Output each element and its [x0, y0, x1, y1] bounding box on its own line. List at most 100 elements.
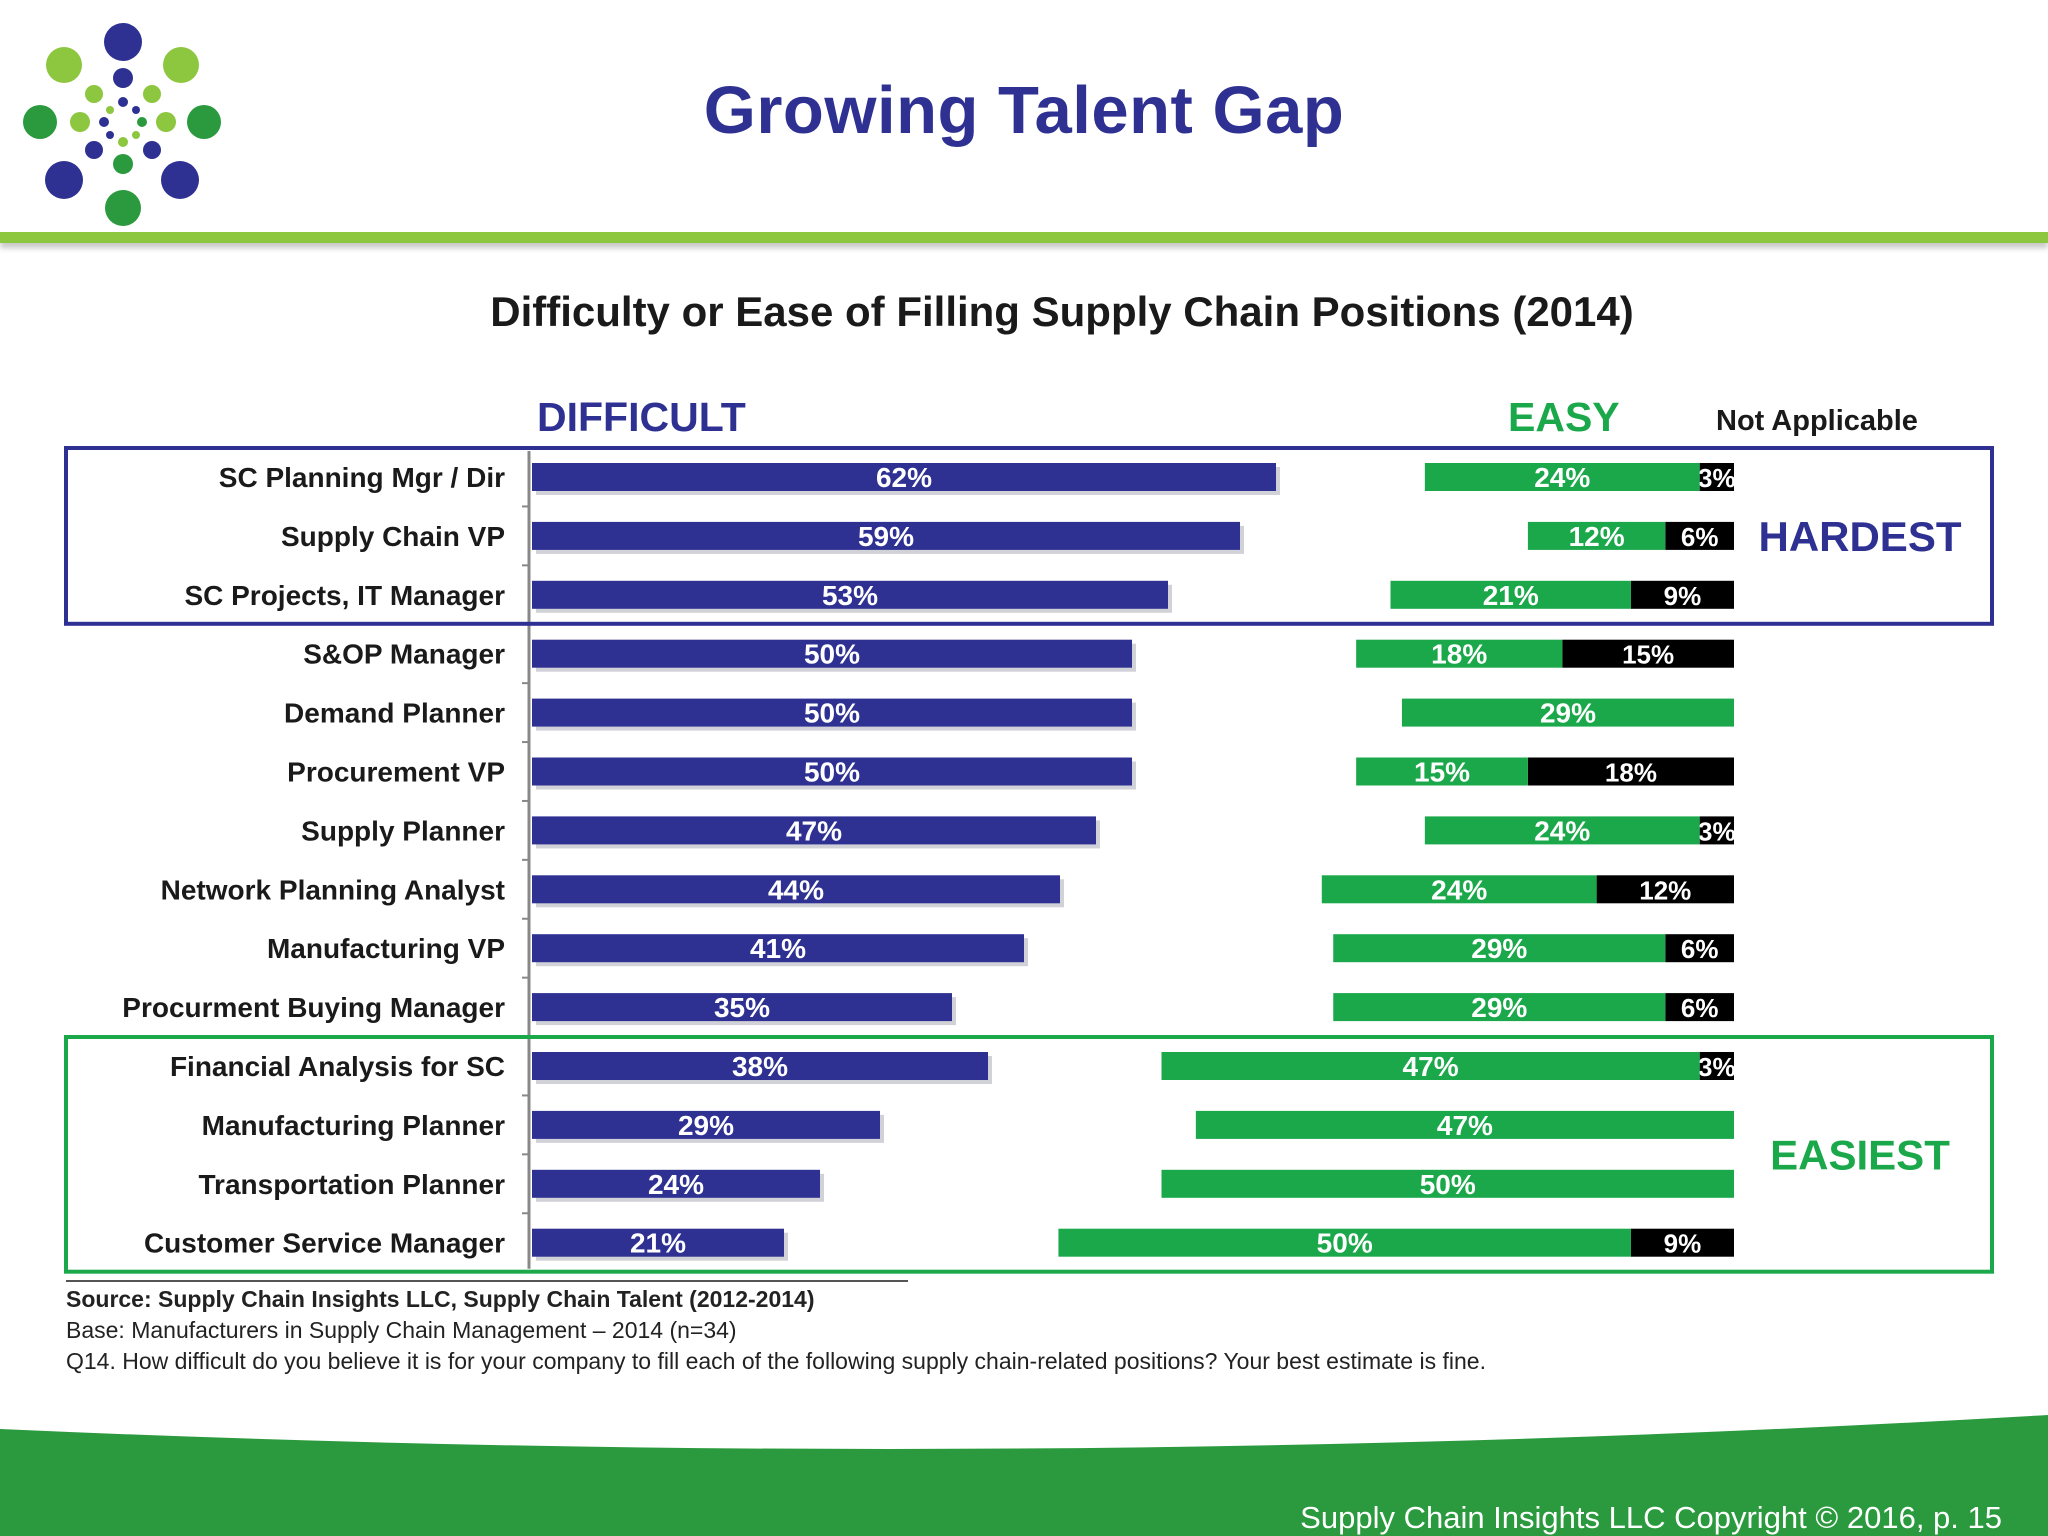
easy-bar [1195, 1110, 1734, 1139]
difficult-bar-label: 62% [876, 462, 932, 493]
difficult-bar-label: 29% [678, 1110, 734, 1141]
difficult-bar [532, 1169, 820, 1198]
easy-bar [1401, 698, 1734, 727]
category-label: Network Planning Analyst [161, 874, 505, 905]
easy-bar [1356, 639, 1563, 668]
category-label: Supply Chain VP [281, 521, 505, 552]
not-applicable-bar [1699, 463, 1734, 491]
category-label: Procurement VP [287, 757, 505, 788]
difficult-bar [532, 757, 1132, 786]
difficult-bar [532, 463, 1276, 491]
not-applicable-bar [1665, 934, 1734, 963]
difficult-bar-label: 59% [858, 521, 914, 552]
easy-bar-label: 15% [1414, 757, 1470, 788]
difficult-bar [532, 1228, 784, 1257]
easy-bar-label: 47% [1403, 1051, 1459, 1082]
question-note: Q14. How difficult do you believe it is … [66, 1348, 1486, 1374]
easy-bar [1527, 521, 1666, 550]
easy-bar-label: 21% [1483, 580, 1539, 611]
easy-bar [1161, 1052, 1700, 1080]
group-box-hardest [64, 446, 1994, 626]
slide-title: Growing Talent Gap [703, 73, 1345, 148]
difficult-bar [532, 580, 1168, 609]
category-label: Transportation Planner [199, 1169, 506, 1200]
difficult-bar-label: 21% [630, 1228, 686, 1259]
category-label: Supply Planner [301, 815, 505, 846]
difficult-bar [532, 1052, 988, 1080]
not-applicable-bar [1699, 1052, 1734, 1080]
not-applicable-bar [1562, 639, 1734, 668]
category-label: Demand Planner [284, 698, 505, 729]
not-applicable-bar [1699, 816, 1734, 845]
easy-bar [1333, 934, 1666, 963]
difficult-bar [532, 816, 1096, 845]
not-applicable-bar-label: 6% [1681, 934, 1719, 964]
difficult-bar [532, 1110, 880, 1139]
not-applicable-bar-label: 9% [1664, 1229, 1702, 1259]
header-easy: EASY [1508, 394, 1620, 440]
not-applicable-bar [1596, 875, 1734, 904]
category-label: Customer Service Manager [144, 1228, 505, 1259]
base-note: Base: Manufacturers in Supply Chain Mana… [66, 1317, 737, 1343]
easy-bar-label: 18% [1431, 639, 1487, 670]
group-box-easiest [64, 1035, 1994, 1274]
easy-bar-label: 24% [1534, 462, 1590, 493]
easy-bar [1333, 993, 1666, 1022]
category-label: SC Projects, IT Manager [184, 580, 505, 611]
easy-bar [1321, 875, 1597, 904]
easy-bar [1424, 463, 1700, 491]
easy-bar-label: 47% [1437, 1110, 1493, 1141]
company-logo-icon [23, 23, 221, 226]
easy-bar [1058, 1228, 1631, 1257]
group-label-hardest: HARDEST [1758, 513, 1961, 560]
category-label: Manufacturing VP [267, 933, 505, 964]
not-applicable-bar [1630, 1228, 1734, 1257]
easy-bar [1161, 1169, 1734, 1198]
difficult-bar [532, 993, 952, 1022]
easy-bar-label: 50% [1420, 1169, 1476, 1200]
header-not-applicable: Not Applicable [1716, 405, 1918, 437]
footer-band [0, 1415, 2048, 1536]
not-applicable-bar-label: 3% [1698, 816, 1736, 846]
easy-bar-label: 12% [1569, 521, 1625, 552]
difficult-bar-label: 35% [714, 992, 770, 1023]
difficult-bar-label: 44% [768, 874, 824, 905]
not-applicable-bar [1665, 993, 1734, 1022]
easy-bar-label: 24% [1534, 815, 1590, 846]
footer-copyright: Supply Chain Insights LLC Copyright © 20… [1300, 1500, 2002, 1535]
group-label-easiest: EASIEST [1770, 1131, 1950, 1178]
easy-bar-label: 24% [1431, 874, 1487, 905]
difficult-bar-label: 38% [732, 1051, 788, 1082]
not-applicable-bar-label: 6% [1681, 522, 1719, 552]
not-applicable-bar-label: 12% [1639, 875, 1691, 905]
category-label: Manufacturing Planner [202, 1110, 505, 1141]
not-applicable-bar [1630, 580, 1734, 609]
not-applicable-bar-label: 3% [1698, 463, 1736, 493]
easy-bar [1424, 816, 1700, 845]
difficult-bar-label: 53% [822, 580, 878, 611]
not-applicable-bar-label: 18% [1605, 758, 1657, 788]
category-label: Financial Analysis for SC [170, 1051, 505, 1082]
chart-title: Difficulty or Ease of Filling Supply Cha… [490, 288, 1634, 335]
difficult-bar [532, 521, 1240, 550]
not-applicable-bar [1665, 521, 1734, 550]
difficult-bar [532, 698, 1132, 727]
easy-bar-label: 29% [1471, 933, 1527, 964]
easy-bar-label: 50% [1317, 1228, 1373, 1259]
not-applicable-bar-label: 6% [1681, 993, 1719, 1023]
difficult-bar [532, 875, 1060, 904]
not-applicable-bar-label: 3% [1698, 1052, 1736, 1082]
easy-bar-label: 29% [1540, 698, 1596, 729]
header-rule [0, 232, 2048, 243]
difficult-bar [532, 639, 1132, 668]
header-difficult: DIFFICULT [537, 394, 746, 440]
difficult-bar-label: 41% [750, 933, 806, 964]
difficult-bar-label: 50% [804, 639, 860, 670]
difficult-bar-label: 50% [804, 698, 860, 729]
easy-bar [1390, 580, 1631, 609]
difficult-bar [532, 934, 1024, 963]
difficult-bar-label: 50% [804, 757, 860, 788]
difficult-bar-label: 47% [786, 815, 842, 846]
